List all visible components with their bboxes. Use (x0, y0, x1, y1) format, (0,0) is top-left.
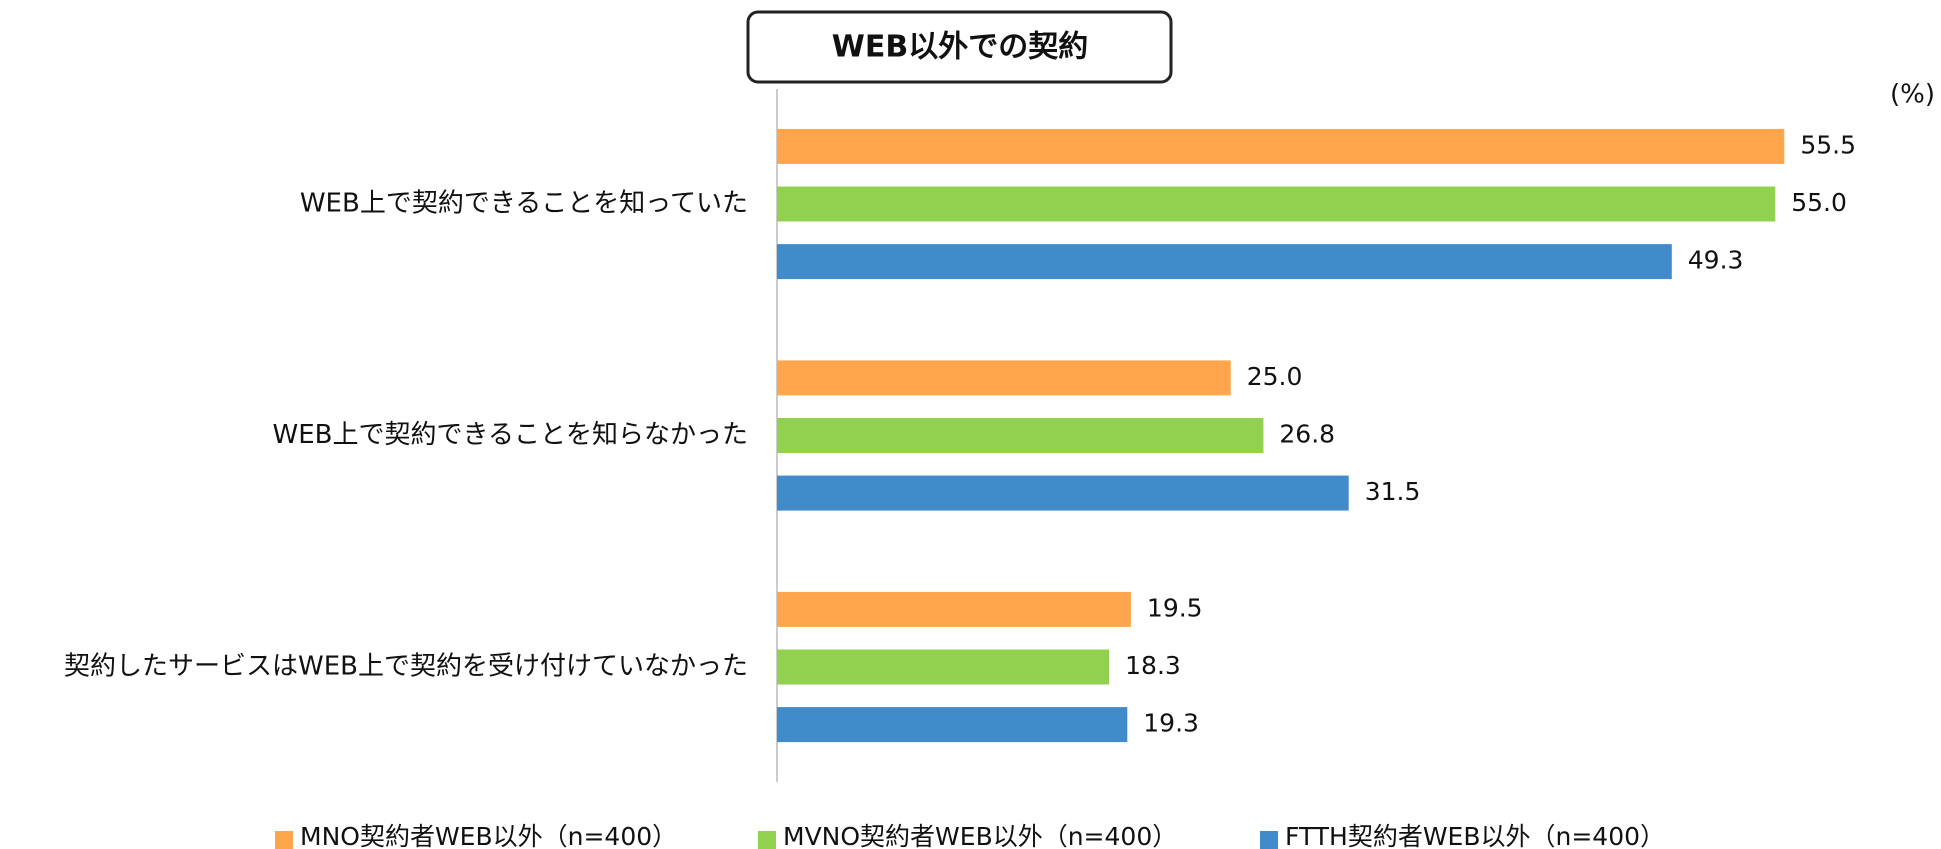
value-label: 55.0 (1791, 188, 1847, 217)
title-box (746, 10, 1173, 84)
value-label: 31.5 (1365, 477, 1421, 506)
bar (777, 649, 1110, 685)
legend-swatch (758, 831, 776, 849)
value-label: 55.5 (1800, 130, 1856, 159)
legend-label: MVNO契約者WEB以外（n=400） (783, 822, 1177, 849)
value-label: 19.3 (1143, 709, 1199, 738)
bar (777, 360, 1231, 396)
legend-label: FTTH契約者WEB以外（n=400） (1285, 822, 1665, 849)
bar (777, 707, 1128, 743)
chart-title: WEB以外での契約 (832, 30, 1088, 65)
bar (777, 418, 1264, 453)
value-label: 26.8 (1279, 420, 1335, 449)
bar (777, 244, 1672, 280)
bar (777, 475, 1349, 511)
legend-swatch (275, 831, 293, 849)
value-label: 49.3 (1688, 246, 1744, 275)
category-label: 契約したサービスはWEB上で契約を受け付けていなかった (64, 652, 748, 682)
bar (777, 128, 1785, 164)
bar (777, 591, 1131, 627)
legend-swatch (1260, 831, 1278, 849)
category-label: WEB上で契約できることを知っていた (300, 189, 748, 219)
legend-label: MNO契約者WEB以外（n=400） (300, 822, 677, 849)
value-label: 25.0 (1247, 362, 1303, 391)
bar (777, 186, 1776, 222)
value-label: 19.5 (1147, 593, 1203, 622)
category-label: WEB上で契約できることを知らなかった (273, 420, 748, 450)
value-label: 18.3 (1125, 651, 1181, 680)
unit-label: (%) (1890, 80, 1935, 110)
